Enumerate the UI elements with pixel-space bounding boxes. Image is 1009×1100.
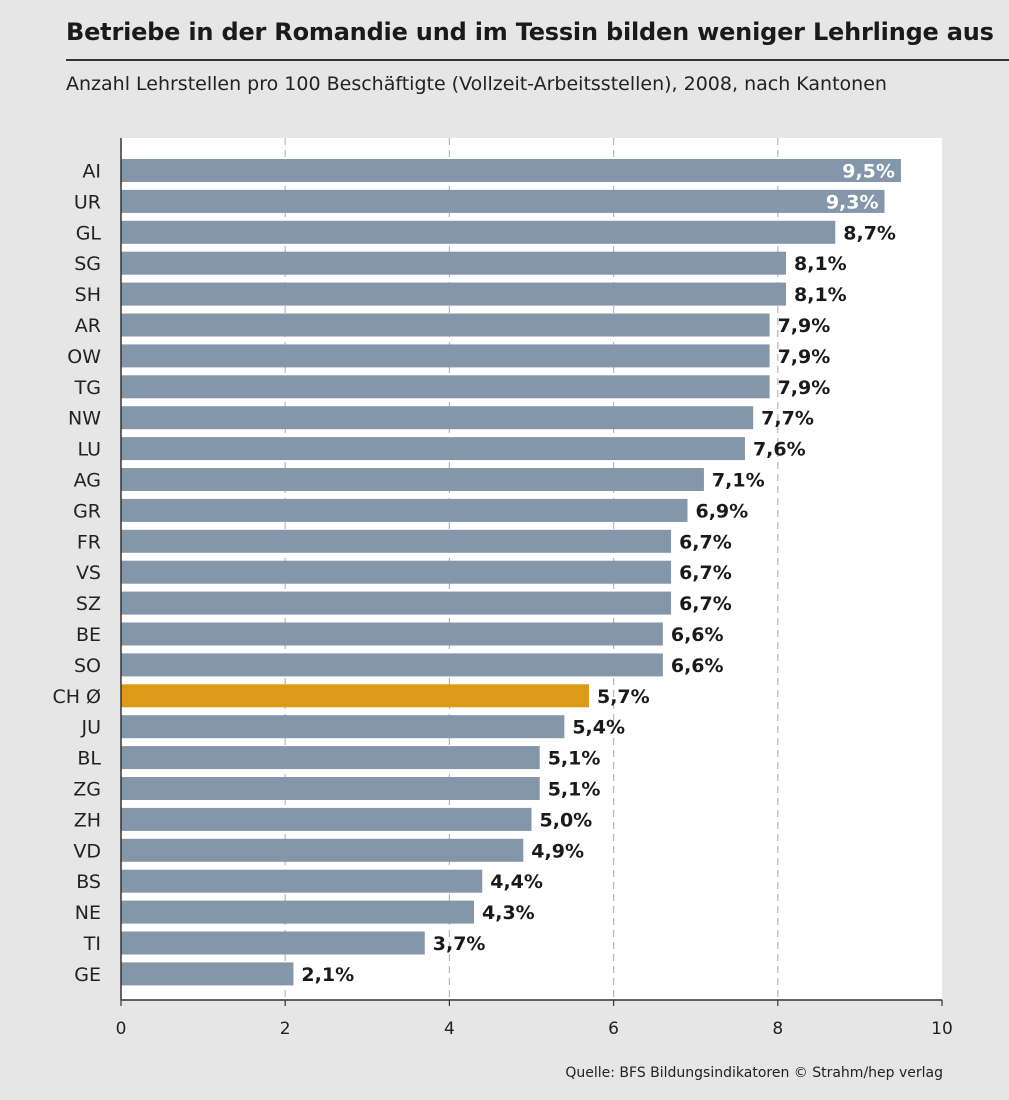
category-label: JU [80,717,101,739]
category-label: TG [74,377,101,399]
x-tick-label: 8 [772,1019,783,1039]
category-label: TI [83,933,101,955]
category-label: SZ [76,593,101,615]
value-label: 4,4% [490,871,543,893]
bar [121,406,754,430]
value-label: 9,5% [842,161,895,183]
category-label: VD [73,840,101,862]
bar [121,591,672,615]
value-label: 2,1% [301,964,354,986]
bar [121,189,885,213]
category-label: AI [82,161,101,183]
category-label: GL [76,222,102,244]
category-label: AG [74,470,101,492]
category-label: SG [74,253,101,275]
value-label: 6,9% [695,500,748,522]
title-divider [66,59,1009,61]
bar [121,746,540,770]
value-label: 5,1% [548,779,601,801]
bar [121,622,663,646]
value-label: 3,7% [433,933,486,955]
category-label: BS [76,871,101,893]
bar [121,962,294,986]
value-label: 4,3% [482,902,535,924]
chart-title: Betriebe in der Romandie und im Tessin b… [66,18,994,46]
value-label: 6,7% [679,593,732,615]
bar [121,282,787,306]
value-label: 7,1% [712,470,765,492]
category-label: GE [74,964,101,986]
value-label: 7,9% [778,377,831,399]
bar [121,869,483,893]
category-label: OW [67,346,101,368]
value-label: 6,7% [679,531,732,553]
x-tick-label: 2 [280,1019,291,1039]
bar [121,437,745,461]
bar [121,900,475,924]
bars: AI 9,5% UR 9,3% GL 8,7% SG 8,1% SH 8,1% AR 7,9% OW 7,… [52,159,901,986]
value-label: 8,1% [794,284,847,306]
value-label: 5,0% [540,809,593,831]
x-tick-label: 4 [444,1019,455,1039]
bar [121,529,672,553]
category-label: LU [77,439,101,461]
value-label: 5,1% [548,748,601,770]
bar [121,838,524,862]
value-label: 7,9% [778,315,831,337]
bar [121,931,425,955]
value-label: 4,9% [531,840,584,862]
bar [121,498,688,522]
x-tick-label: 6 [608,1019,619,1039]
x-tick-label: 10 [931,1019,953,1039]
category-label: SH [75,284,101,306]
value-label: 8,1% [794,253,847,275]
category-label: FR [77,531,101,553]
category-label: ZG [73,779,101,801]
bar [121,653,663,677]
category-label: GR [73,500,101,522]
value-label: 7,6% [753,439,806,461]
value-label: 9,3% [826,191,879,213]
bar [121,375,770,399]
bar [121,220,836,244]
value-label: 6,7% [679,562,732,584]
category-label: NW [68,408,101,430]
category-label: BL [77,748,101,770]
category-label: BE [76,624,101,646]
value-label: 5,7% [597,686,650,708]
axes: 0 2 4 6 8 10 [116,138,953,1039]
category-label: CH Ø [52,686,101,708]
bar [121,807,532,831]
value-label: 7,9% [778,346,831,368]
bar [121,777,540,800]
x-tick-label: 0 [116,1019,127,1039]
bar [121,344,770,368]
category-label: ZH [74,809,101,831]
chart-subtitle: Anzahl Lehrstellen pro 100 Beschäftigte … [66,73,887,95]
value-label: 7,7% [761,408,814,430]
source-note: Quelle: BFS Bildungsindikatoren © Strahm… [565,1065,943,1081]
bar [121,560,672,584]
bar-highlight [121,684,589,708]
bar [121,468,704,491]
value-label: 5,4% [572,717,625,739]
category-label: VS [76,562,101,584]
category-label: SO [74,655,101,677]
value-label: 6,6% [671,655,724,677]
bar [121,251,787,275]
value-label: 6,6% [671,624,724,646]
category-label: AR [75,315,101,337]
bar [121,715,565,739]
value-label: 8,7% [843,222,896,244]
bar [121,159,901,182]
bar [121,313,770,337]
category-label: UR [74,191,101,213]
category-label: NE [75,902,101,924]
